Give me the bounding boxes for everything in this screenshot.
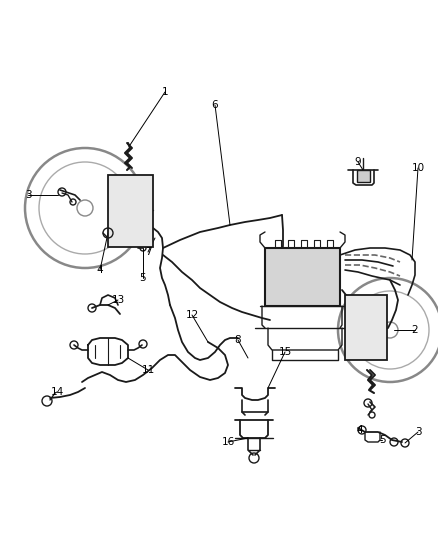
- Text: 10: 10: [411, 163, 424, 173]
- Bar: [345, 295, 387, 360]
- Text: 4: 4: [357, 425, 363, 435]
- Text: 3: 3: [415, 427, 421, 437]
- Bar: [108, 175, 153, 247]
- Text: 3: 3: [25, 190, 31, 200]
- Text: 4: 4: [97, 265, 103, 275]
- Text: 5: 5: [379, 435, 385, 445]
- Bar: [357, 170, 370, 182]
- Text: 2: 2: [412, 325, 418, 335]
- Bar: [265, 248, 340, 306]
- Text: 9: 9: [355, 157, 361, 167]
- Text: 1: 1: [162, 87, 168, 97]
- Text: 12: 12: [185, 310, 198, 320]
- Text: 7: 7: [145, 247, 151, 257]
- Text: 15: 15: [279, 347, 292, 357]
- Text: 16: 16: [221, 437, 235, 447]
- Text: 5: 5: [140, 273, 146, 283]
- Text: 14: 14: [50, 387, 64, 397]
- Text: 8: 8: [235, 335, 241, 345]
- Text: 11: 11: [141, 365, 155, 375]
- Text: 13: 13: [111, 295, 125, 305]
- Text: 6: 6: [212, 100, 218, 110]
